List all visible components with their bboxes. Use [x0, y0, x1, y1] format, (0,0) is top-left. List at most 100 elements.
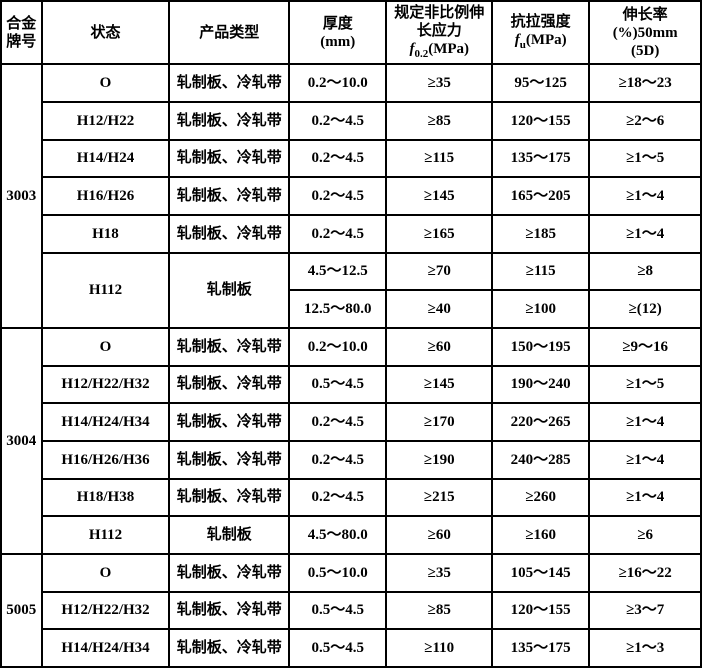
- cell-elong: ≥1～4: [589, 177, 701, 215]
- cell-fu: 190～240: [492, 366, 589, 404]
- table-row: 3004O轧制板、冷轧带0.2～10.0≥60150～195≥9～16: [1, 328, 701, 366]
- cell-f02: ≥115: [386, 140, 492, 178]
- cell-elong: ≥1～4: [589, 403, 701, 441]
- cell-thick: 0.2～10.0: [289, 64, 386, 102]
- table-row: H12/H22/H32轧制板、冷轧带0.5～4.5≥85120～155≥3～7: [1, 592, 701, 630]
- cell-f02: ≥215: [386, 479, 492, 517]
- cell-thick: 0.5～10.0: [289, 554, 386, 592]
- cell-fu: ≥115: [492, 253, 589, 291]
- cell-fu: 120～155: [492, 592, 589, 630]
- cell-state: H16/H26: [42, 177, 170, 215]
- thickness-label: 厚度(mm): [320, 16, 355, 50]
- cell-product-type: 轧制板、冷轧带: [169, 328, 289, 366]
- cell-f02: ≥190: [386, 441, 492, 479]
- cell-thick: 0.5～4.5: [289, 366, 386, 404]
- cell-thick: 0.2～10.0: [289, 328, 386, 366]
- cell-fu: 135～175: [492, 629, 589, 667]
- cell-elong: ≥18～23: [589, 64, 701, 102]
- cell-state: H14/H24/H34: [42, 629, 170, 667]
- cell-thick: 0.2～4.5: [289, 140, 386, 178]
- cell-elong: ≥1～4: [589, 215, 701, 253]
- cell-state: O: [42, 328, 170, 366]
- cell-elong: ≥1～4: [589, 479, 701, 517]
- table-body: 3003O轧制板、冷轧带0.2～10.0≥3595～125≥18～23H12/H…: [1, 64, 701, 667]
- cell-fu: ≥160: [492, 516, 589, 554]
- cell-f02: ≥165: [386, 215, 492, 253]
- header-f02: 规定非比例伸长应力 f0.2(MPa): [386, 1, 492, 64]
- cell-f02: ≥145: [386, 177, 492, 215]
- cell-f02: ≥35: [386, 554, 492, 592]
- cell-elong: ≥1～5: [589, 366, 701, 404]
- header-row: 合金牌号 状态 产品类型 厚度(mm) 规定非比例伸长应力 f0.2(MPa) …: [1, 1, 701, 64]
- table-row: 5005O轧制板、冷轧带0.5～10.0≥35105～145≥16～22: [1, 554, 701, 592]
- cell-state: O: [42, 554, 170, 592]
- table-row: H16/H26/H36轧制板、冷轧带0.2～4.5≥190240～285≥1～4: [1, 441, 701, 479]
- cell-elong: ≥16～22: [589, 554, 701, 592]
- fu-text: 抗拉强度: [511, 14, 571, 30]
- cell-fu: 120～155: [492, 102, 589, 140]
- cell-product-type: 轧制板、冷轧带: [169, 140, 289, 178]
- cell-product-type: 轧制板、冷轧带: [169, 629, 289, 667]
- table-row: H112轧制板4.5～12.5≥70≥115≥8: [1, 253, 701, 291]
- cell-state: H14/H24: [42, 140, 170, 178]
- data-table: 合金牌号 状态 产品类型 厚度(mm) 规定非比例伸长应力 f0.2(MPa) …: [0, 0, 702, 668]
- cell-elong: ≥9～16: [589, 328, 701, 366]
- cell-alloy: 3003: [1, 64, 42, 328]
- cell-thick: 0.5～4.5: [289, 629, 386, 667]
- cell-elong: ≥8: [589, 253, 701, 291]
- cell-f02: ≥170: [386, 403, 492, 441]
- cell-product-type: 轧制板、冷轧带: [169, 479, 289, 517]
- cell-elong: ≥1～3: [589, 629, 701, 667]
- cell-fu: 150～195: [492, 328, 589, 366]
- cell-state: H112: [42, 253, 170, 328]
- table-row: H18轧制板、冷轧带0.2～4.5≥165≥185≥1～4: [1, 215, 701, 253]
- header-state: 状态: [42, 1, 170, 64]
- cell-f02: ≥40: [386, 290, 492, 328]
- elong-label: 伸长率(%)50mm(5D): [613, 7, 678, 59]
- cell-elong: ≥1～5: [589, 140, 701, 178]
- cell-thick: 0.2～4.5: [289, 479, 386, 517]
- cell-thick: 0.5～4.5: [289, 592, 386, 630]
- cell-f02: ≥85: [386, 102, 492, 140]
- table-row: H18/H38轧制板、冷轧带0.2～4.5≥215≥260≥1～4: [1, 479, 701, 517]
- cell-state: O: [42, 64, 170, 102]
- material-properties-table: 合金牌号 状态 产品类型 厚度(mm) 规定非比例伸长应力 f0.2(MPa) …: [0, 0, 702, 668]
- cell-product-type: 轧制板: [169, 253, 289, 328]
- cell-fu: 240～285: [492, 441, 589, 479]
- cell-state: H112: [42, 516, 170, 554]
- cell-state: H14/H24/H34: [42, 403, 170, 441]
- cell-product-type: 轧制板、冷轧带: [169, 215, 289, 253]
- table-row: H14/H24/H34轧制板、冷轧带0.2～4.5≥170220～265≥1～4: [1, 403, 701, 441]
- cell-thick: 0.2～4.5: [289, 102, 386, 140]
- cell-elong: ≥6: [589, 516, 701, 554]
- table-row: H12/H22轧制板、冷轧带0.2～4.5≥85120～155≥2～6: [1, 102, 701, 140]
- cell-product-type: 轧制板、冷轧带: [169, 403, 289, 441]
- header-alloy: 合金牌号: [1, 1, 42, 64]
- cell-f02: ≥145: [386, 366, 492, 404]
- cell-fu: 135～175: [492, 140, 589, 178]
- cell-f02: ≥85: [386, 592, 492, 630]
- f02-text: 规定非比例伸长应力: [394, 5, 484, 39]
- cell-f02: ≥35: [386, 64, 492, 102]
- cell-thick: 0.2～4.5: [289, 403, 386, 441]
- cell-f02: ≥60: [386, 516, 492, 554]
- cell-elong: ≥3～7: [589, 592, 701, 630]
- cell-elong: ≥2～6: [589, 102, 701, 140]
- cell-product-type: 轧制板、冷轧带: [169, 102, 289, 140]
- table-row: H112轧制板4.5～80.0≥60≥160≥6: [1, 516, 701, 554]
- cell-f02: ≥60: [386, 328, 492, 366]
- header-fu: 抗拉强度 fu(MPa): [492, 1, 589, 64]
- cell-thick: 0.2～4.5: [289, 215, 386, 253]
- cell-product-type: 轧制板、冷轧带: [169, 592, 289, 630]
- cell-alloy: 5005: [1, 554, 42, 667]
- cell-state: H18/H38: [42, 479, 170, 517]
- cell-fu: 105～145: [492, 554, 589, 592]
- cell-fu: 220～265: [492, 403, 589, 441]
- cell-product-type: 轧制板: [169, 516, 289, 554]
- cell-fu: ≥260: [492, 479, 589, 517]
- table-row: 3003O轧制板、冷轧带0.2～10.0≥3595～125≥18～23: [1, 64, 701, 102]
- cell-f02: ≥70: [386, 253, 492, 291]
- cell-elong: ≥1～4: [589, 441, 701, 479]
- cell-state: H12/H22/H32: [42, 592, 170, 630]
- cell-product-type: 轧制板、冷轧带: [169, 441, 289, 479]
